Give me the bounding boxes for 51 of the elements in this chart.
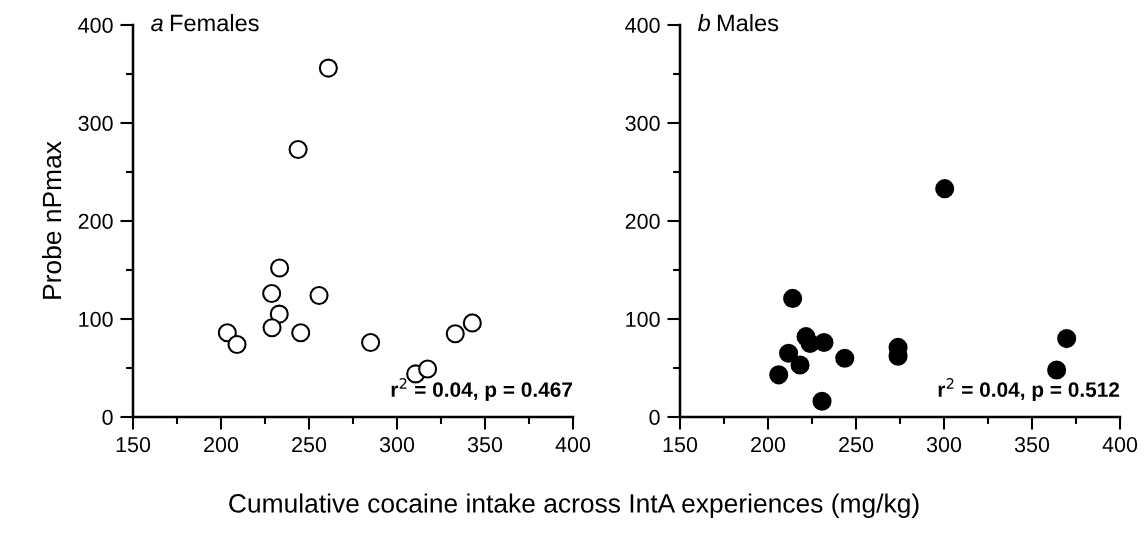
chart-title: a Females	[151, 14, 259, 32]
point	[288, 139, 308, 159]
point	[783, 288, 803, 308]
point	[769, 365, 789, 385]
point	[270, 258, 290, 278]
y-axis-title: Probe nPmax	[41, 141, 62, 299]
y-tick-label: 100	[79, 311, 113, 328]
y-tick-label: 0	[102, 409, 113, 426]
x-tick-label: 200	[204, 437, 239, 453]
x-axis-title: Cumulative cocaine intake across IntA experiences (mg/kg)	[229, 493, 919, 518]
point	[262, 283, 282, 304]
x-tick-label: 150	[116, 437, 151, 453]
point	[227, 334, 247, 355]
x-tick-label: 300	[379, 437, 415, 453]
y-tick-label: 200	[625, 213, 660, 230]
x-tick-label: 250	[839, 437, 874, 453]
y-tick-label: 400	[78, 17, 113, 34]
x-tick-label: 300	[926, 437, 962, 453]
y-tick-label: 400	[625, 17, 660, 34]
point	[935, 179, 955, 199]
point	[1047, 360, 1067, 380]
x-tick-label: 200	[751, 437, 786, 453]
point	[318, 58, 338, 78]
annotation: r$^{2}$ = 0.04, p = 0.512	[938, 377, 1120, 402]
point	[445, 324, 465, 344]
chart-title: b Males	[697, 14, 779, 32]
point	[835, 348, 855, 368]
x-tick-label: 350	[467, 437, 503, 453]
x-tick-label: 150	[663, 437, 698, 453]
x-tick-label: 350	[1014, 437, 1050, 453]
point	[814, 332, 834, 353]
y-tick-label: 300	[78, 115, 113, 132]
point	[790, 355, 810, 375]
y-tick-label: 100	[626, 311, 660, 328]
x-tick-label: 250	[292, 437, 327, 453]
y-tick-label: 200	[78, 213, 113, 230]
x-tick-label: 400	[1102, 437, 1138, 453]
point	[269, 304, 289, 324]
point	[262, 318, 282, 338]
point	[1057, 329, 1077, 349]
x-tick-label: 400	[555, 437, 591, 453]
point	[309, 285, 329, 306]
y-tick-label: 300	[625, 115, 660, 132]
point	[418, 359, 438, 379]
y-tick-label: 0	[649, 409, 660, 426]
point	[291, 323, 311, 343]
point	[812, 391, 832, 411]
annotation: r$^{2}$ = 0.04, p = 0.467	[391, 377, 572, 402]
point	[361, 332, 381, 353]
point	[462, 313, 482, 333]
point	[779, 343, 799, 363]
